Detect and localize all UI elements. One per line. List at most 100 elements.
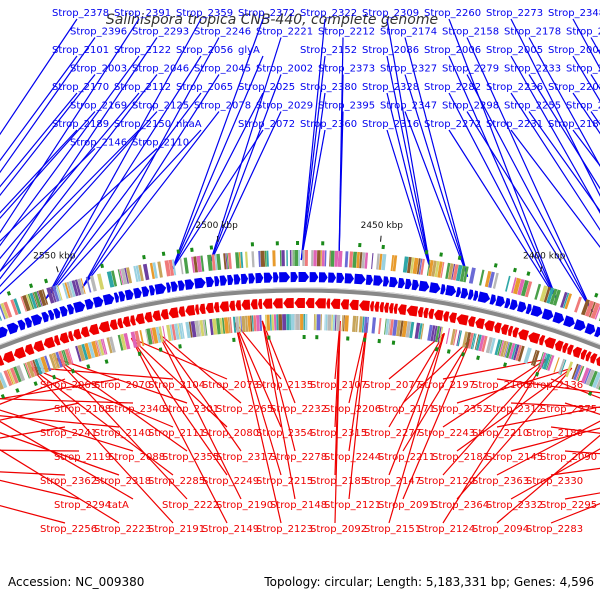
reverse-connector-line: [510, 427, 600, 452]
gene-function-bar: [260, 250, 266, 267]
gene-function-bar: [503, 341, 509, 358]
gene-function-bar: [358, 316, 363, 333]
gene-arrow: [417, 307, 424, 318]
forward-gene-label: Strop_2255: [504, 101, 561, 112]
gene-function-bar: [204, 319, 208, 336]
forward-gene-label: Strop_2348: [548, 8, 600, 19]
forward-gene-label: Strop_2002: [256, 64, 313, 75]
reverse-gene-label: Strop_2111: [148, 428, 205, 439]
gene-arrow: [273, 272, 279, 283]
gene-arrow: [241, 299, 251, 310]
gene-arrow: [41, 311, 49, 323]
gene-function-bar: [61, 350, 68, 366]
gene-function-bar: [29, 360, 38, 377]
reverse-gene-label: Strop_2148: [270, 500, 327, 511]
gene-function-bar: [584, 368, 592, 385]
gene-function-bar: [565, 361, 574, 378]
gene-function-bar: [180, 322, 185, 339]
gene-function-bar: [539, 285, 548, 302]
gene-arrow: [118, 291, 126, 302]
gene-arrow: [423, 307, 429, 319]
gene-function-bar: [378, 318, 382, 335]
gene-arrow: [397, 304, 407, 315]
gene-arrow: [227, 274, 234, 286]
reverse-connector-line: [442, 358, 547, 380]
gene-arrow: [384, 302, 389, 313]
gene-function-bar: [232, 316, 237, 333]
gene-function-bar: [331, 314, 333, 331]
gene-function-bar: [289, 314, 291, 331]
forward-gene-label: Strop_2372: [238, 8, 295, 19]
gene-function-bar: [492, 272, 499, 289]
gene-function-bar: [387, 319, 391, 336]
gene-function-bar: [332, 314, 336, 331]
gene-arrow: [365, 274, 373, 285]
gene-arrow: [567, 344, 574, 355]
gene-function-bar: [120, 268, 128, 285]
gene-arrow: [473, 290, 479, 301]
gene-function-bar: [431, 260, 437, 277]
reverse-connector-line: [334, 320, 341, 524]
forward-connector-line: [0, 18, 140, 234]
gene-function-bar: [478, 335, 485, 352]
gene-function-bar: [226, 253, 229, 270]
gene-function-bar: [474, 334, 480, 350]
gene-function-bar: [223, 253, 227, 270]
gene-function-bar: [381, 254, 387, 271]
gene-function-bar: [336, 314, 341, 331]
forward-connector-line: [0, 129, 78, 214]
gene-function-bar: [34, 358, 43, 375]
reverse-connector-line: [130, 337, 228, 428]
gene-arrow: [199, 303, 206, 314]
kbp-tick: [56, 266, 59, 273]
reverse-gene-label: Strop_2088: [108, 452, 165, 463]
forward-gene-label: Strop_2178: [504, 27, 561, 38]
gene-function-bar: [334, 250, 339, 267]
gene-function-bar: [199, 320, 205, 337]
reverse-connector-line: [234, 322, 282, 428]
reverse-connector-line: [157, 332, 242, 452]
gene-function-bar: [238, 316, 242, 333]
gene-function-bar: [445, 328, 451, 344]
gene-function-bar: [229, 317, 233, 334]
gene-function-bar: [40, 356, 49, 373]
forward-connector-line: [45, 129, 202, 300]
reverse-gene-label: Strop_2363: [472, 476, 529, 487]
reverse-gene-label: Strop_2149: [202, 524, 259, 535]
forward-gene-label: nhaA: [176, 119, 202, 130]
gene-function-bar: [541, 353, 548, 369]
gene-function-bar: [253, 315, 257, 332]
rna-marker: [176, 249, 181, 254]
gene-function-bar: [172, 259, 177, 276]
gene-function-bar: [592, 371, 600, 389]
gene-function-bar: [97, 339, 105, 356]
gene-function-bar: [0, 315, 2, 321]
gene-function-bar: [580, 367, 590, 384]
reverse-gene-label: Strop_2070: [94, 380, 151, 391]
gene-arrow: [59, 332, 70, 344]
reverse-gene-label: Strop_2340: [108, 404, 165, 415]
forward-gene-label: Strop_2273: [486, 8, 543, 19]
reverse-connector-lines: [0, 320, 600, 524]
gene-function-bar: [264, 250, 267, 267]
reverse-connector-line: [234, 322, 282, 380]
gene-function-bar: [179, 258, 184, 275]
gene-function-bar: [420, 323, 425, 340]
gene-function-bar: [281, 250, 285, 267]
gene-function-bar: [0, 378, 4, 390]
gene-arrow: [122, 316, 131, 327]
gene-function-bar: [455, 264, 463, 282]
reverse-connector-line: [442, 358, 547, 476]
gene-arrow: [135, 313, 145, 325]
gene-arrow: [144, 311, 153, 323]
gene-function-bar: [433, 325, 438, 342]
gene-function-bar: [77, 344, 86, 362]
gene-function-bar: [352, 315, 357, 332]
gene-function-bar: [451, 263, 456, 280]
gene-function-bar: [196, 255, 202, 273]
reverse-connector-line: [157, 332, 242, 404]
gene-function-bar: [504, 341, 510, 358]
reverse-gene-label: Strop_2206: [324, 404, 381, 415]
gene-function-bar: [363, 316, 368, 333]
reverse-gene-label: Strop_2278: [270, 452, 327, 463]
